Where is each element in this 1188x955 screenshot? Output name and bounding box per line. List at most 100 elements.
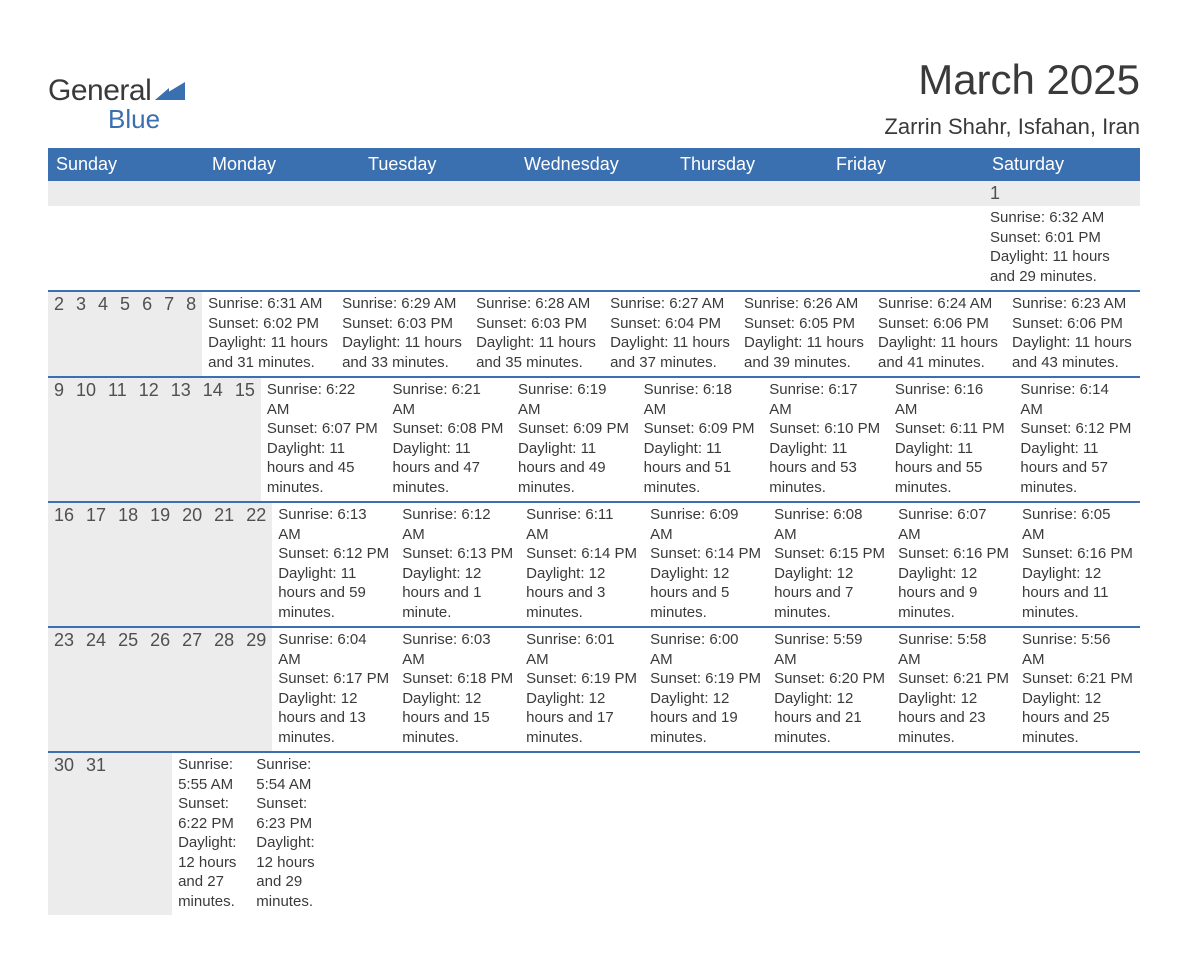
detail-line: Sunrise: 6:08 AM: [774, 505, 886, 544]
detail-line: Sunset: 6:12 PM: [278, 544, 390, 564]
detail-line: Sunset: 6:05 PM: [744, 314, 866, 334]
day-number: 15: [229, 378, 261, 501]
detail-line: Daylight: 11 hours and 33 minutes.: [342, 333, 464, 372]
detail-line: Sunset: 6:01 PM: [990, 228, 1134, 248]
day-details: [485, 753, 563, 915]
detail-line: Sunrise: 6:29 AM: [342, 294, 464, 314]
detail-line: Sunrise: 6:28 AM: [476, 294, 598, 314]
day-number: 17: [80, 503, 112, 626]
day-details: Sunrise: 6:12 AMSunset: 6:13 PMDaylight:…: [396, 503, 520, 626]
day-details: [329, 753, 407, 915]
daynum-row: 23242526272829: [48, 628, 272, 751]
day-number: [124, 753, 136, 915]
day-details: Sunrise: 6:14 AMSunset: 6:12 PMDaylight:…: [1014, 378, 1140, 501]
detail-line: Daylight: 11 hours and 57 minutes.: [1020, 439, 1134, 498]
detail-line: Sunrise: 6:27 AM: [610, 294, 732, 314]
day-details: Sunrise: 6:03 AMSunset: 6:18 PMDaylight:…: [396, 628, 520, 751]
day-number: 3: [70, 292, 92, 376]
day-number: 8: [180, 292, 202, 376]
logo-row1: General: [48, 74, 185, 108]
day-details: Sunrise: 5:56 AMSunset: 6:21 PMDaylight:…: [1016, 628, 1140, 751]
detail-line: Sunset: 6:04 PM: [610, 314, 732, 334]
details-row: Sunrise: 6:31 AMSunset: 6:02 PMDaylight:…: [202, 292, 1140, 376]
page-subtitle: Zarrin Shahr, Isfahan, Iran: [884, 114, 1140, 140]
daynum-row: 9101112131415: [48, 378, 261, 501]
detail-line: Sunrise: 6:11 AM: [526, 505, 638, 544]
detail-line: Daylight: 12 hours and 7 minutes.: [774, 564, 886, 623]
day-number: 28: [208, 628, 240, 751]
day-number: 23: [48, 628, 80, 751]
detail-line: Sunrise: 6:09 AM: [650, 505, 762, 544]
dow-friday: Friday: [828, 148, 984, 181]
day-details: Sunrise: 5:58 AMSunset: 6:21 PMDaylight:…: [892, 628, 1016, 751]
details-row: Sunrise: 6:04 AMSunset: 6:17 PMDaylight:…: [272, 628, 1140, 751]
day-details: [407, 753, 485, 915]
day-number: 16: [48, 503, 80, 626]
day-details: Sunrise: 6:29 AMSunset: 6:03 PMDaylight:…: [336, 292, 470, 376]
detail-line: Sunrise: 6:03 AM: [402, 630, 514, 669]
detail-line: Sunrise: 6:26 AM: [744, 294, 866, 314]
detail-line: Daylight: 12 hours and 21 minutes.: [774, 689, 886, 748]
details-row: Sunrise: 5:55 AMSunset: 6:22 PMDaylight:…: [172, 753, 720, 915]
day-details: Sunrise: 5:54 AMSunset: 6:23 PMDaylight:…: [250, 753, 328, 915]
detail-line: Sunset: 6:14 PM: [650, 544, 762, 564]
detail-line: Daylight: 11 hours and 53 minutes.: [769, 439, 883, 498]
day-details: Sunrise: 6:32 AMSunset: 6:01 PMDaylight:…: [984, 206, 1140, 290]
day-number: [136, 753, 148, 915]
day-details: Sunrise: 6:08 AMSunset: 6:15 PMDaylight:…: [768, 503, 892, 626]
detail-line: Daylight: 11 hours and 41 minutes.: [878, 333, 1000, 372]
daynum-row: 1: [48, 181, 1140, 206]
dow-wednesday: Wednesday: [516, 148, 672, 181]
day-number: [112, 753, 124, 915]
day-details: Sunrise: 6:23 AMSunset: 6:06 PMDaylight:…: [1006, 292, 1140, 376]
day-number: 21: [208, 503, 240, 626]
detail-line: Sunset: 6:16 PM: [1022, 544, 1134, 564]
detail-line: Daylight: 12 hours and 1 minute.: [402, 564, 514, 623]
day-number: 25: [112, 628, 144, 751]
detail-line: Sunset: 6:09 PM: [644, 419, 758, 439]
day-number: [672, 181, 828, 206]
week-row: 2345678Sunrise: 6:31 AMSunset: 6:02 PMDa…: [48, 290, 1140, 376]
week-row: 3031Sunrise: 5:55 AMSunset: 6:22 PMDayli…: [48, 751, 1140, 915]
detail-line: Daylight: 11 hours and 49 minutes.: [518, 439, 632, 498]
dow-saturday: Saturday: [984, 148, 1140, 181]
detail-line: Daylight: 11 hours and 51 minutes.: [644, 439, 758, 498]
day-details: Sunrise: 6:05 AMSunset: 6:16 PMDaylight:…: [1016, 503, 1140, 626]
logo-text-general: General: [48, 74, 151, 108]
day-of-week-header: Sunday Monday Tuesday Wednesday Thursday…: [48, 148, 1140, 181]
logo-text-blue: Blue: [108, 104, 185, 135]
detail-line: Sunset: 6:19 PM: [650, 669, 762, 689]
day-number: 1: [984, 181, 1140, 206]
page-title: March 2025: [884, 56, 1140, 104]
detail-line: Sunrise: 5:56 AM: [1022, 630, 1134, 669]
detail-line: Sunrise: 6:22 AM: [267, 380, 381, 419]
detail-line: Sunset: 6:08 PM: [392, 419, 506, 439]
detail-line: Daylight: 12 hours and 13 minutes.: [278, 689, 390, 748]
day-number: 12: [133, 378, 165, 501]
detail-line: Sunrise: 6:04 AM: [278, 630, 390, 669]
detail-line: Sunset: 6:12 PM: [1020, 419, 1134, 439]
detail-line: Sunset: 6:23 PM: [256, 794, 322, 833]
detail-line: Sunset: 6:13 PM: [402, 544, 514, 564]
detail-line: Daylight: 11 hours and 29 minutes.: [990, 247, 1134, 286]
detail-line: Sunset: 6:07 PM: [267, 419, 381, 439]
detail-line: Daylight: 11 hours and 55 minutes.: [895, 439, 1009, 498]
day-number: 14: [197, 378, 229, 501]
detail-line: Sunrise: 6:24 AM: [878, 294, 1000, 314]
day-number: 30: [48, 753, 80, 915]
day-details: Sunrise: 6:22 AMSunset: 6:07 PMDaylight:…: [261, 378, 387, 501]
day-details: Sunrise: 6:27 AMSunset: 6:04 PMDaylight:…: [604, 292, 738, 376]
logo-triangle-icon: [155, 78, 185, 100]
day-number: 2: [48, 292, 70, 376]
day-number: 4: [92, 292, 114, 376]
day-details: [48, 206, 204, 290]
detail-line: Daylight: 11 hours and 47 minutes.: [392, 439, 506, 498]
day-number: 10: [70, 378, 102, 501]
week-row: 16171819202122Sunrise: 6:13 AMSunset: 6:…: [48, 501, 1140, 626]
detail-line: Daylight: 12 hours and 3 minutes.: [526, 564, 638, 623]
day-details: [672, 206, 828, 290]
day-details: [204, 206, 360, 290]
detail-line: Daylight: 11 hours and 39 minutes.: [744, 333, 866, 372]
day-details: Sunrise: 6:28 AMSunset: 6:03 PMDaylight:…: [470, 292, 604, 376]
day-number: 24: [80, 628, 112, 751]
